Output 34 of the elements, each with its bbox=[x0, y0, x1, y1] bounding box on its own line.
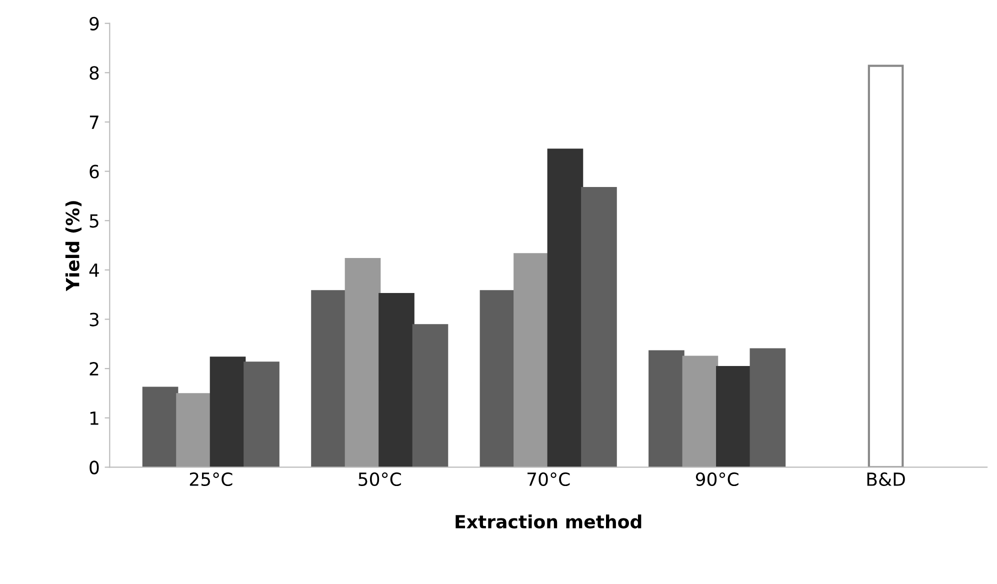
y-tick-label: 8 bbox=[90, 66, 99, 80]
y-tick-label: 0 bbox=[90, 460, 99, 474]
x-tick-label: 70°C bbox=[528, 472, 570, 486]
bar bbox=[142, 386, 178, 468]
y-tick-label: 3 bbox=[90, 312, 98, 326]
y-tick-label: 6 bbox=[90, 164, 99, 178]
bar bbox=[311, 290, 347, 468]
bar bbox=[547, 148, 584, 468]
x-axis-title: Extraction method bbox=[456, 514, 642, 529]
bar bbox=[648, 350, 684, 468]
bar bbox=[750, 348, 786, 468]
bar bbox=[581, 187, 617, 468]
bar bbox=[176, 393, 212, 468]
bar bbox=[514, 253, 550, 468]
x-tick-label: 90°C bbox=[696, 472, 738, 486]
bar bbox=[210, 356, 246, 468]
bar bbox=[244, 362, 280, 468]
bar bbox=[378, 293, 414, 468]
y-tick-label: 5 bbox=[90, 214, 98, 228]
bar bbox=[682, 356, 718, 468]
bar bbox=[412, 324, 448, 468]
bar bbox=[716, 366, 752, 468]
x-tick-label: 25°C bbox=[190, 472, 232, 486]
y-tick-label: 9 bbox=[90, 16, 99, 30]
y-tick-label: 1 bbox=[90, 412, 98, 425]
bar bbox=[868, 64, 904, 468]
y-axis-title: Yield (%) bbox=[65, 201, 82, 292]
bar bbox=[344, 258, 381, 468]
y-tick-label: 2 bbox=[90, 362, 98, 376]
x-tick-label: 50°C bbox=[358, 472, 401, 486]
bar bbox=[480, 290, 516, 468]
y-tick-label: 4 bbox=[89, 264, 99, 277]
y-tick-label: 7 bbox=[90, 116, 98, 129]
x-tick-label: B&D bbox=[867, 472, 905, 486]
